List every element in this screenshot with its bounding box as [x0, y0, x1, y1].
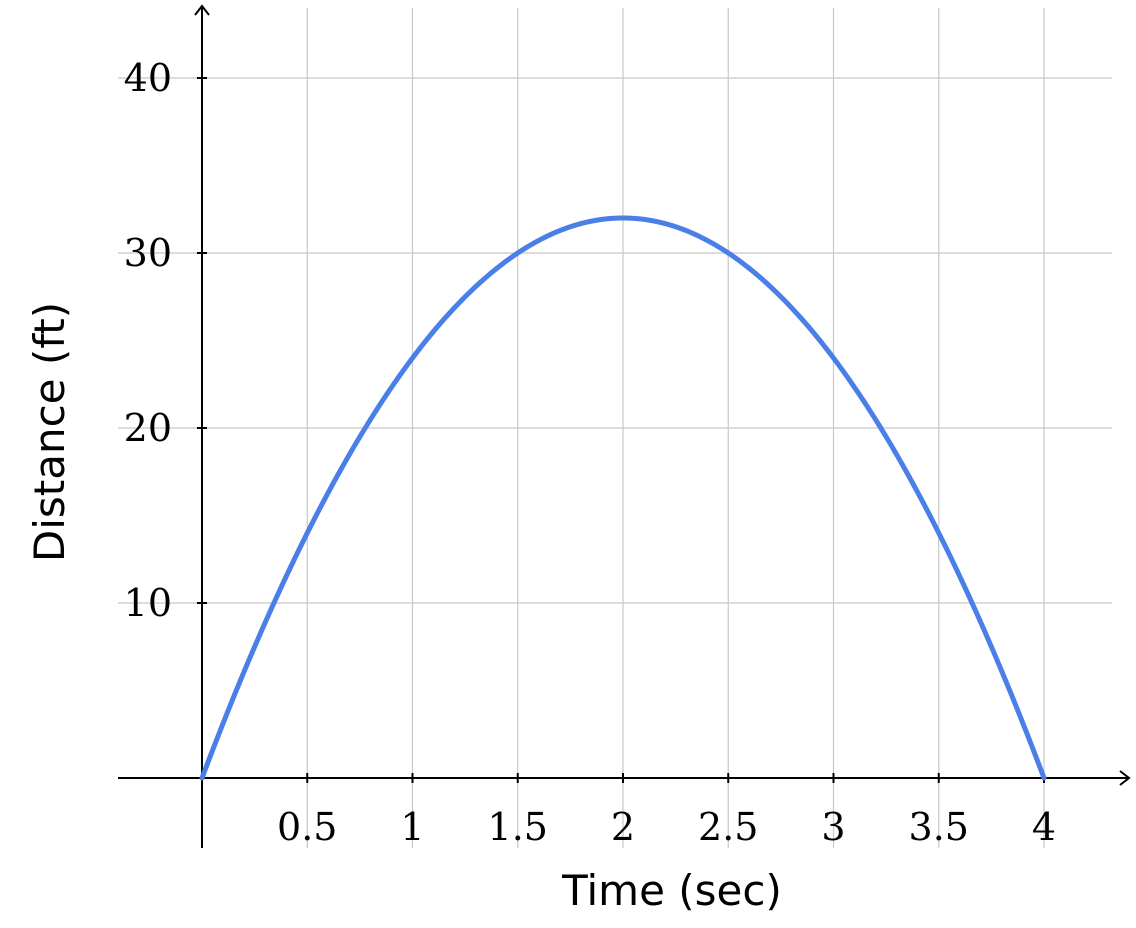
x-tick-label-2: 1.5 [488, 805, 548, 849]
x-tick-label-3: 2 [611, 805, 635, 849]
y-tick-label-0: 10 [124, 581, 172, 625]
x-tick-label-4: 2.5 [698, 805, 758, 849]
x-axis-title: Time (sec) [561, 866, 782, 915]
y-axis-arrow [194, 4, 210, 16]
tick-labels: 0.5 1 1.5 2 2.5 3 3.5 4 10 20 30 40 [124, 56, 1056, 849]
y-tick-label-2: 30 [124, 231, 172, 275]
grid [118, 8, 1112, 848]
x-axis-arrow [1119, 770, 1131, 786]
x-tick-label-0: 0.5 [277, 805, 337, 849]
series-layer [199, 215, 1047, 781]
series-line-0 [199, 215, 1047, 781]
y-axis-title: Distance (ft) [25, 302, 74, 562]
y-tick-label-3: 40 [124, 56, 172, 100]
x-tick-label-1: 1 [400, 805, 424, 849]
x-tick-label-6: 3.5 [909, 805, 969, 849]
x-tick-label-5: 3 [821, 805, 845, 849]
y-tick-label-1: 20 [124, 406, 172, 450]
x-tick-label-7: 4 [1032, 805, 1056, 849]
axes [118, 4, 1131, 848]
